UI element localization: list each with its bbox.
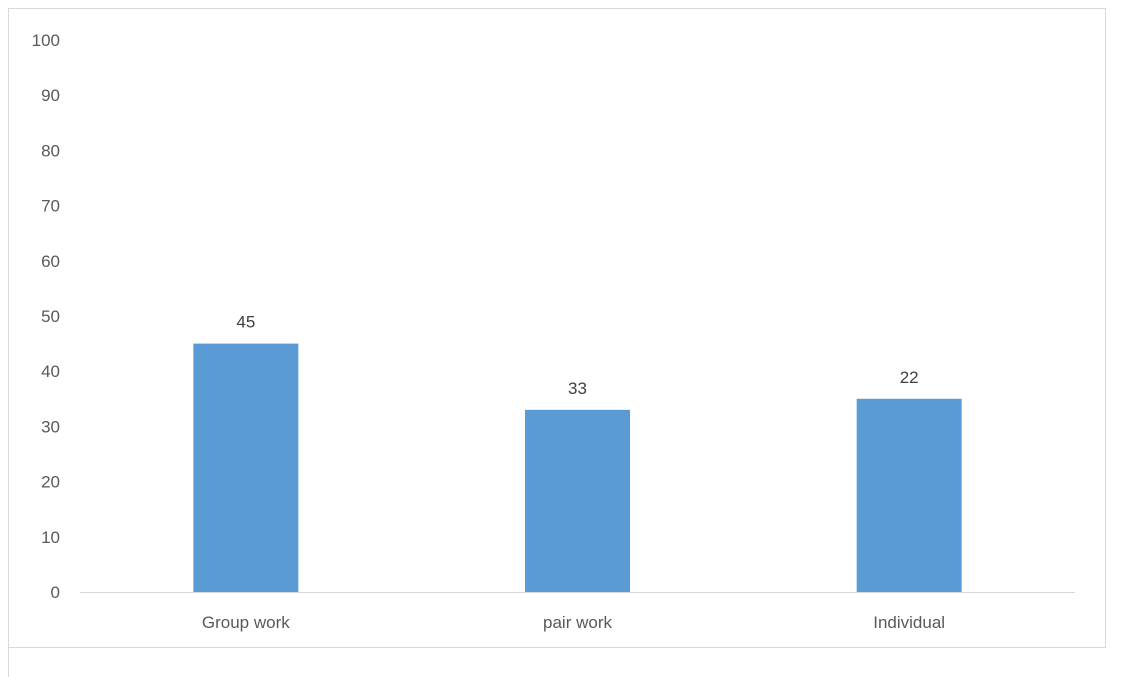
y-tick-label: 90: [41, 86, 60, 105]
data-label: 45: [236, 313, 255, 332]
bar-individual: [856, 398, 962, 592]
category-labels: Group work pair work Individual: [202, 613, 945, 632]
y-tick-label: 100: [32, 31, 60, 50]
data-labels: 45 33 22: [236, 313, 918, 398]
bar-group-work: [193, 343, 299, 592]
bars: [193, 343, 962, 592]
y-tick-label: 50: [41, 307, 60, 326]
y-tick-label: 30: [41, 417, 60, 436]
bar-pair-work: [525, 409, 630, 592]
y-axis-ticks: 0 10 20 30 40 50 60 70 80 90 100: [32, 31, 60, 602]
y-tick-label: 0: [51, 583, 60, 602]
y-tick-label: 70: [41, 197, 60, 216]
y-tick-label: 80: [41, 141, 60, 160]
frame-stub-line: [8, 648, 9, 677]
y-tick-label: 60: [41, 252, 60, 271]
category-label: Group work: [202, 613, 290, 632]
y-tick-label: 10: [41, 528, 60, 547]
category-label: pair work: [543, 613, 612, 632]
category-label: Individual: [873, 613, 945, 632]
data-label: 33: [568, 379, 587, 398]
data-label: 22: [900, 368, 919, 387]
y-tick-label: 20: [41, 473, 60, 492]
y-tick-label: 40: [41, 362, 60, 381]
